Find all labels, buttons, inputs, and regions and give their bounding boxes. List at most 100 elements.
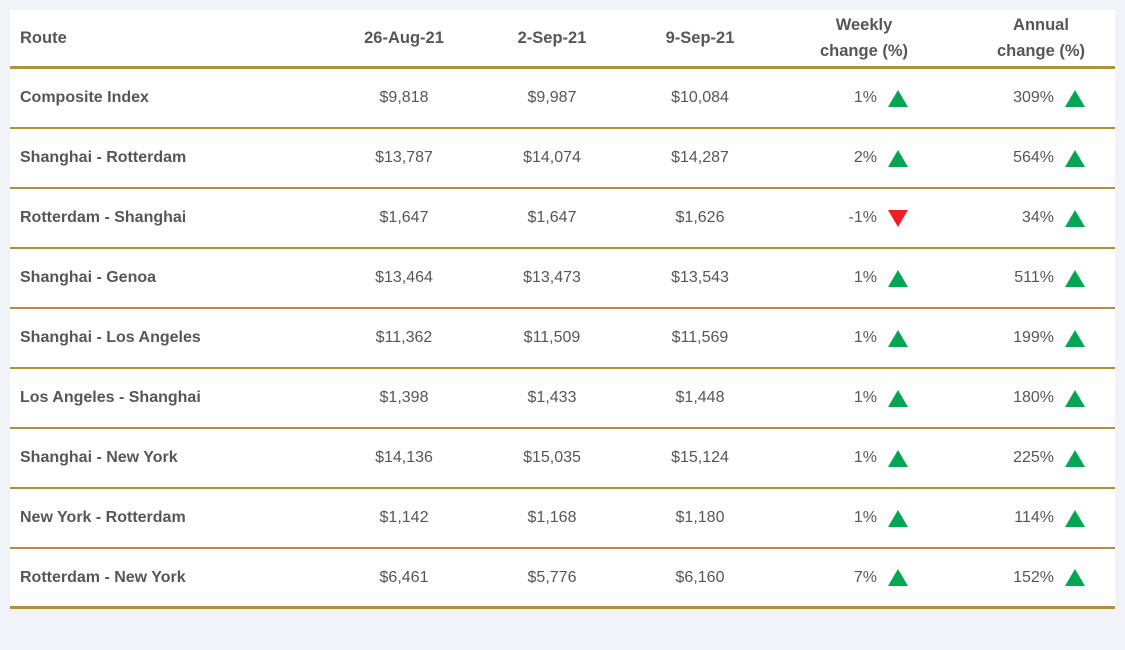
rate-cell: $1,180: [675, 509, 725, 526]
weekly-change-value: 1%: [853, 389, 877, 406]
rate-cell: $11,509: [523, 329, 581, 346]
triangle-up-icon: [888, 329, 908, 347]
rate-cell: $10,084: [671, 89, 729, 106]
triangle-up-icon: [1065, 509, 1085, 527]
annual-change-cell: 180%: [934, 388, 1115, 408]
table-row: Shanghai - Los Angeles $11,362 $11,509 $…: [10, 309, 1115, 369]
triangle-up-icon: [1065, 449, 1085, 467]
table-row: Shanghai - Genoa $13,464 $13,473 $13,543…: [10, 249, 1115, 309]
route-cell: Rotterdam - Shanghai: [20, 209, 187, 226]
rate-cell: $14,287: [671, 149, 729, 166]
triangle-up-icon: [888, 149, 908, 167]
annual-change-cell: 225%: [934, 448, 1115, 468]
annual-change-cell: 152%: [934, 568, 1115, 588]
col-header-date-2: 2-Sep-21: [517, 29, 587, 47]
weekly-change-value: 1%: [853, 89, 877, 106]
triangle-up-icon: [1065, 329, 1085, 347]
triangle-up-icon: [888, 389, 908, 407]
rate-cell: $1,398: [379, 389, 429, 406]
triangle-up-icon: [888, 449, 908, 467]
rate-cell: $1,647: [379, 209, 429, 226]
annual-change-value: 180%: [1013, 389, 1054, 406]
annual-change-header-label: Annual change (%): [996, 16, 1085, 60]
annual-change-cell: 309%: [934, 88, 1115, 108]
route-cell: Shanghai - Rotterdam: [20, 149, 187, 166]
annual-change-value: 225%: [1013, 449, 1054, 466]
annual-change-value: 309%: [1013, 89, 1054, 106]
annual-change-value: 114%: [1014, 509, 1054, 526]
route-cell: Composite Index: [20, 89, 149, 106]
triangle-up-icon: [1065, 269, 1085, 287]
annual-change-cell: 114%: [934, 508, 1115, 528]
triangle-up-icon: [1065, 89, 1085, 107]
weekly-change-cell: 2%: [774, 148, 934, 168]
rate-cell: $1,433: [527, 389, 577, 406]
weekly-change-cell: 1%: [774, 508, 934, 528]
rate-cell: $13,473: [523, 269, 581, 286]
annual-change-value: 511%: [1014, 269, 1054, 286]
freight-rates-table: Route 26-Aug-21 2-Sep-21 9-Sep-21 Weekly…: [10, 10, 1115, 609]
col-header-date-3: 9-Sep-21: [665, 29, 735, 47]
annual-change-value: 564%: [1013, 149, 1054, 166]
triangle-up-icon: [888, 509, 908, 527]
rate-cell: $1,647: [527, 209, 577, 226]
table-row: Los Angeles - Shanghai $1,398 $1,433 $1,…: [10, 369, 1115, 429]
weekly-change-header-label: Weekly change (%): [819, 16, 908, 60]
triangle-up-icon: [888, 89, 908, 107]
col-header-weekly-change: Weekly change (%): [774, 12, 934, 64]
triangle-up-icon: [1065, 389, 1085, 407]
weekly-change-value: 1%: [853, 449, 877, 466]
annual-change-cell: 34%: [934, 208, 1115, 228]
table-row: Composite Index $9,818 $9,987 $10,084 1%…: [10, 69, 1115, 129]
route-cell: Shanghai - New York: [20, 449, 178, 466]
rate-cell: $11,569: [671, 329, 729, 346]
route-cell: Shanghai - Genoa: [20, 269, 157, 286]
table-header-row: Route 26-Aug-21 2-Sep-21 9-Sep-21 Weekly…: [10, 10, 1115, 69]
weekly-change-value: 1%: [853, 329, 877, 346]
weekly-change-cell: 1%: [774, 88, 934, 108]
rate-cell: $6,461: [379, 568, 429, 586]
triangle-up-icon: [1065, 569, 1085, 586]
rate-cell: $1,142: [379, 509, 429, 526]
rate-cell: $14,136: [375, 449, 433, 466]
rate-cell: $13,543: [671, 269, 729, 286]
annual-change-value: 199%: [1013, 329, 1054, 346]
table-row: New York - Rotterdam $1,142 $1,168 $1,18…: [10, 489, 1115, 549]
rate-cell: $9,818: [379, 89, 429, 106]
route-cell: Rotterdam - New York: [20, 568, 186, 586]
weekly-change-cell: 1%: [774, 268, 934, 288]
rate-cell: $1,626: [675, 209, 725, 226]
annual-change-cell: 564%: [934, 148, 1115, 168]
annual-change-value: 34%: [1021, 209, 1054, 226]
annual-change-cell: 511%: [934, 268, 1115, 288]
table-row: Shanghai - Rotterdam $13,787 $14,074 $14…: [10, 129, 1115, 189]
table-row: Rotterdam - New York $6,461 $5,776 $6,16…: [10, 549, 1115, 609]
triangle-up-icon: [888, 269, 908, 287]
rate-cell: $9,987: [527, 89, 577, 106]
col-header-annual-change: Annual change (%): [934, 12, 1115, 64]
col-header-route: Route: [20, 29, 67, 47]
weekly-change-value: 7%: [853, 568, 877, 586]
annual-change-cell: 199%: [934, 328, 1115, 348]
triangle-up-icon: [1065, 149, 1085, 167]
rate-cell: $14,074: [523, 149, 581, 166]
weekly-change-cell: 1%: [774, 388, 934, 408]
triangle-up-icon: [888, 569, 908, 586]
weekly-change-cell: 1%: [774, 448, 934, 468]
route-cell: New York - Rotterdam: [20, 509, 186, 526]
weekly-change-cell: 7%: [774, 568, 934, 588]
triangle-down-icon: [888, 209, 908, 227]
route-cell: Shanghai - Los Angeles: [20, 329, 201, 346]
rate-cell: $15,124: [671, 449, 729, 466]
weekly-change-value: 1%: [853, 509, 877, 526]
rate-cell: $13,464: [375, 269, 433, 286]
weekly-change-cell: 1%: [774, 328, 934, 348]
col-header-date-1: 26-Aug-21: [364, 29, 444, 47]
annual-change-value: 152%: [1013, 568, 1054, 586]
weekly-change-value: 2%: [853, 149, 877, 166]
table-row: Rotterdam - Shanghai $1,647 $1,647 $1,62…: [10, 189, 1115, 249]
rate-cell: $1,168: [527, 509, 577, 526]
triangle-up-icon: [1065, 209, 1085, 227]
rate-cell: $6,160: [675, 568, 725, 586]
weekly-change-cell: -1%: [774, 208, 934, 228]
